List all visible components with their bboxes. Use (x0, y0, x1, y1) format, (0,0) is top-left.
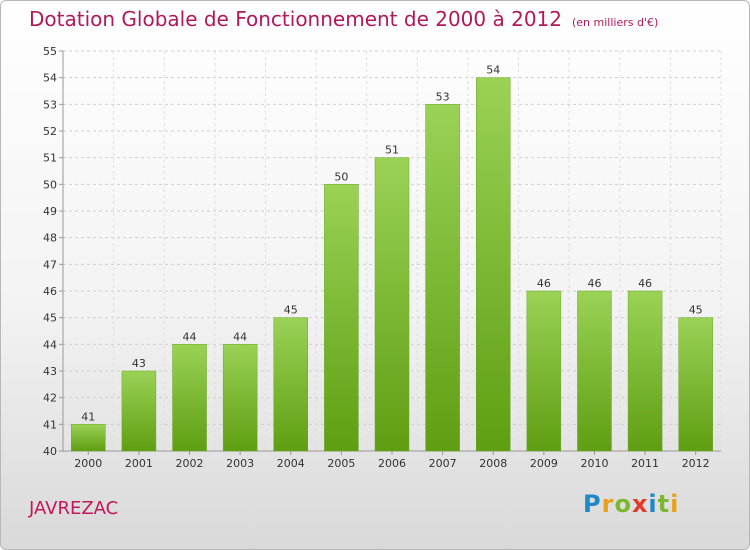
bar (172, 344, 207, 452)
y-tick-label: 44 (43, 338, 57, 351)
y-tick-label: 45 (43, 312, 57, 325)
x-tick-label: 2008 (479, 457, 507, 470)
y-tick-label: 55 (43, 45, 57, 58)
bar-value-label: 46 (587, 277, 601, 290)
chart-title: Dotation Globale de Fonctionnement de 20… (29, 7, 658, 31)
logo-letter: t (657, 490, 671, 518)
y-tick-label: 41 (43, 418, 57, 431)
y-tick-label: 43 (43, 365, 57, 378)
bar-value-label: 45 (284, 304, 298, 317)
proxiti-logo: Proxiti (583, 490, 679, 518)
x-tick-label: 2000 (74, 457, 102, 470)
y-tick-label: 50 (43, 178, 57, 191)
x-tick-label: 2011 (631, 457, 659, 470)
bar (324, 184, 359, 452)
bar-value-label: 44 (183, 330, 197, 343)
bar (627, 290, 663, 452)
logo-letter: i (670, 490, 680, 518)
bar (577, 290, 612, 452)
bar-value-label: 46 (638, 277, 652, 290)
bar (374, 157, 410, 452)
bar (273, 317, 309, 452)
bar-value-label: 44 (233, 330, 247, 343)
x-tick-label: 2010 (580, 457, 608, 470)
bar-layer (71, 77, 713, 452)
x-tick-label: 2012 (682, 457, 710, 470)
y-tick-label: 46 (43, 285, 57, 298)
bar (526, 290, 562, 452)
bar-value-label: 51 (385, 144, 399, 157)
bar (425, 104, 460, 452)
label-layer: 40 41 42 43 44 45 46 47 48 49 50 51 52 53 54 55 41 2000 43… (43, 45, 710, 470)
bar (121, 370, 157, 452)
bar-value-label: 53 (436, 90, 450, 103)
y-tick-label: 53 (43, 98, 57, 111)
bar (678, 317, 713, 452)
x-tick-label: 2005 (327, 457, 355, 470)
bar (71, 424, 106, 452)
x-tick-label: 2004 (277, 457, 305, 470)
logo-letter: x (631, 490, 649, 518)
bar-value-label: 45 (689, 304, 703, 317)
commune-name: JAVREZAC (29, 498, 119, 519)
y-tick-label: 48 (43, 232, 57, 245)
y-tick-label: 40 (43, 445, 57, 458)
logo-letter: r (601, 490, 615, 518)
chart-title-text: Dotation Globale de Fonctionnement de 20… (29, 7, 562, 31)
logo-letter: o (614, 490, 632, 518)
x-tick-label: 2006 (378, 457, 406, 470)
logo-letter: i (648, 490, 658, 518)
y-tick-label: 47 (43, 258, 57, 271)
x-tick-label: 2003 (226, 457, 254, 470)
bar-value-label: 46 (537, 277, 551, 290)
y-tick-label: 42 (43, 392, 57, 405)
bar-value-label: 50 (334, 170, 348, 183)
x-tick-label: 2009 (530, 457, 558, 470)
logo-letter: P (583, 490, 602, 518)
y-tick-label: 49 (43, 205, 57, 218)
bar (222, 344, 258, 452)
y-tick-label: 54 (43, 72, 57, 85)
bar-value-label: 41 (81, 410, 95, 423)
x-tick-label: 2001 (125, 457, 153, 470)
x-tick-label: 2002 (176, 457, 204, 470)
chart-unit-label: (en milliers d'€) (572, 16, 659, 29)
bar-value-label: 43 (132, 357, 146, 370)
x-tick-label: 2007 (429, 457, 457, 470)
y-tick-label: 52 (43, 125, 57, 138)
bar (475, 77, 511, 452)
bar-value-label: 54 (486, 64, 500, 77)
y-tick-label: 51 (43, 152, 57, 165)
